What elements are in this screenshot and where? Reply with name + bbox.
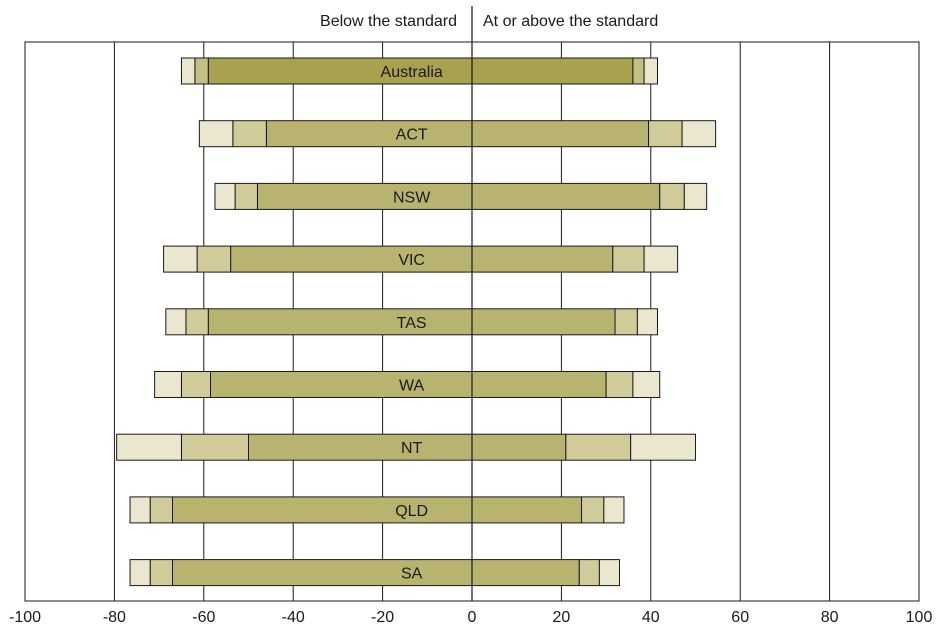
- bar-below-inner: [256, 182, 473, 210]
- bar-below-middle: [149, 559, 174, 587]
- bar-above-middle: [648, 120, 683, 148]
- bar-row-sa: SA: [129, 559, 621, 587]
- bar-below-outer: [165, 308, 187, 336]
- bars-layer: Australia ACT NSW VIC TAS WA NT QLD SA: [116, 57, 717, 587]
- bar-below-middle: [185, 308, 209, 336]
- bar-above-inner: [471, 433, 567, 461]
- bar-row-australia: Australia: [180, 57, 659, 85]
- bar-row-qld: QLD: [129, 496, 625, 524]
- bar-above-middle: [614, 308, 638, 336]
- frame-layer: [24, 6, 920, 602]
- x-axis-ticks: -100 -80 -60 -40 -20 0 20 40 60 80 100: [9, 609, 932, 626]
- bar-above-outer: [603, 496, 625, 524]
- bar-below-outer: [129, 559, 151, 587]
- category-label: TAS: [397, 315, 427, 332]
- bar-above-inner: [471, 559, 580, 587]
- category-label: NSW: [393, 189, 431, 206]
- bar-below-inner: [172, 559, 473, 587]
- bar-above-inner: [471, 182, 661, 210]
- bar-above-inner: [471, 120, 650, 148]
- category-label: ACT: [396, 127, 428, 144]
- header-below: Below the standard: [320, 13, 457, 30]
- bar-above-outer: [681, 120, 717, 148]
- x-tick-label: -80: [103, 609, 126, 626]
- bar-below-inner: [207, 308, 473, 336]
- bar-above-middle: [659, 182, 685, 210]
- bar-above-inner: [471, 57, 634, 85]
- bar-above-middle: [565, 433, 632, 461]
- bar-below-middle: [234, 182, 258, 210]
- x-tick-label: 40: [642, 609, 660, 626]
- x-tick-label: 20: [553, 609, 571, 626]
- bar-above-middle: [612, 245, 645, 273]
- bar-below-outer: [214, 182, 236, 210]
- bar-below-middle: [180, 371, 212, 398]
- header-above: At or above the standard: [483, 13, 658, 30]
- bar-below-outer: [180, 57, 196, 85]
- category-label: QLD: [395, 503, 428, 520]
- category-label: SA: [401, 566, 423, 583]
- bar-above-outer: [643, 57, 659, 85]
- bar-below-inner: [230, 245, 473, 273]
- category-label: Australia: [381, 64, 443, 81]
- category-label: VIC: [398, 252, 425, 269]
- bar-above-middle: [605, 371, 634, 398]
- bar-above-outer: [632, 371, 661, 398]
- bar-above-middle: [632, 57, 645, 85]
- bar-above-inner: [471, 371, 607, 398]
- bar-above-inner: [471, 496, 583, 524]
- bar-above-outer: [630, 433, 696, 461]
- bar-row-nsw: NSW: [214, 182, 708, 210]
- bar-row-tas: TAS: [165, 308, 659, 336]
- bar-row-nt: NT: [116, 433, 696, 461]
- bar-above-outer: [643, 245, 679, 273]
- bar-below-outer: [163, 245, 198, 273]
- x-tick-label: 60: [731, 609, 749, 626]
- category-label: NT: [401, 440, 423, 457]
- x-tick-label: -100: [9, 609, 41, 626]
- x-tick-label: 100: [906, 609, 933, 626]
- bar-above-inner: [471, 308, 616, 336]
- x-tick-label: 0: [468, 609, 477, 626]
- bar-row-wa: WA: [154, 371, 661, 398]
- bar-below-inner: [210, 371, 473, 398]
- bar-row-vic: VIC: [163, 245, 679, 273]
- bar-above-outer: [636, 308, 659, 336]
- bar-below-middle: [149, 496, 174, 524]
- bar-below-outer: [116, 433, 182, 461]
- bar-below-middle: [196, 245, 232, 273]
- x-tick-label: -40: [282, 609, 305, 626]
- bar-below-inner: [265, 120, 473, 148]
- bar-below-middle: [180, 433, 249, 461]
- bar-below-inner: [248, 433, 473, 461]
- bar-above-middle: [578, 559, 600, 587]
- category-label: WA: [399, 378, 425, 395]
- bar-above-outer: [683, 182, 708, 210]
- bar-below-middle: [232, 120, 267, 148]
- bar-row-act: ACT: [198, 120, 717, 148]
- bar-below-outer: [129, 496, 151, 524]
- bar-above-outer: [598, 559, 621, 587]
- bar-above-inner: [471, 245, 614, 273]
- bar-above-middle: [581, 496, 605, 524]
- bar-below-outer: [198, 120, 234, 148]
- x-tick-label: -60: [192, 609, 215, 626]
- x-tick-label: -20: [371, 609, 394, 626]
- x-tick-label: 80: [821, 609, 839, 626]
- bar-below-middle: [194, 57, 209, 85]
- bar-below-outer: [154, 371, 182, 398]
